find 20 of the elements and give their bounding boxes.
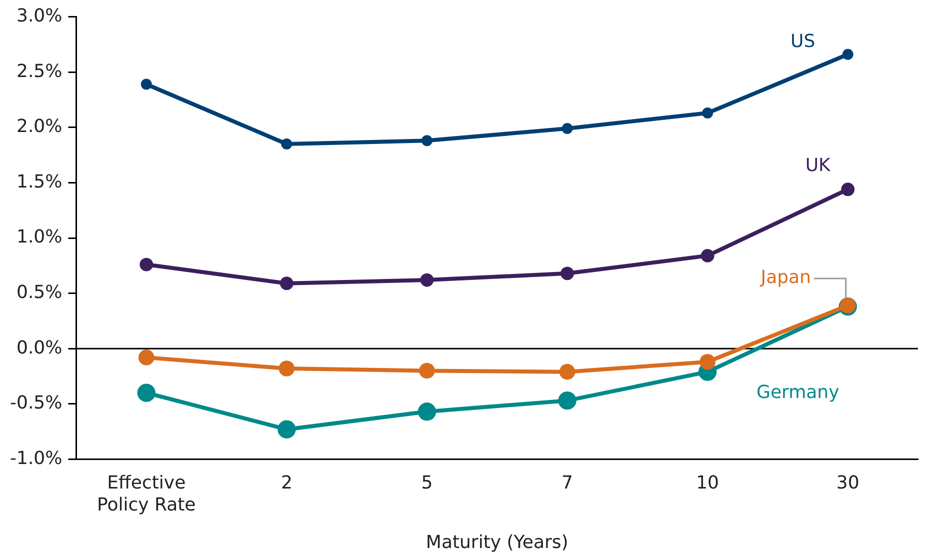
x-tick-label: 2 xyxy=(280,472,292,494)
x-tick-label: 10 xyxy=(696,472,720,494)
y-tick-label: 1.5% xyxy=(16,171,62,192)
y-tick-label: -0.5% xyxy=(10,392,62,414)
x-tick-label: Effective Policy Rate xyxy=(96,472,196,516)
y-tick-label: 2.5% xyxy=(16,60,62,82)
x-axis-title: Maturity (Years) xyxy=(426,532,568,553)
series-label: US xyxy=(790,31,816,52)
x-tick-label: 5 xyxy=(421,472,433,494)
y-tick-label: -1.0% xyxy=(10,448,62,469)
y-tick-label: 1.0% xyxy=(16,226,62,248)
x-tick-label: 7 xyxy=(562,472,573,494)
y-tick-label: 3.0% xyxy=(16,5,62,26)
series-label: UK xyxy=(805,155,832,176)
y-tick-label: 2.0% xyxy=(16,116,62,138)
y-tick-label: 0.5% xyxy=(16,282,62,303)
y-tick-label: 0.0% xyxy=(16,337,62,358)
series-label: Japan xyxy=(760,267,811,288)
series-label: Germany xyxy=(756,382,840,404)
x-tick-label: 30 xyxy=(836,472,860,494)
